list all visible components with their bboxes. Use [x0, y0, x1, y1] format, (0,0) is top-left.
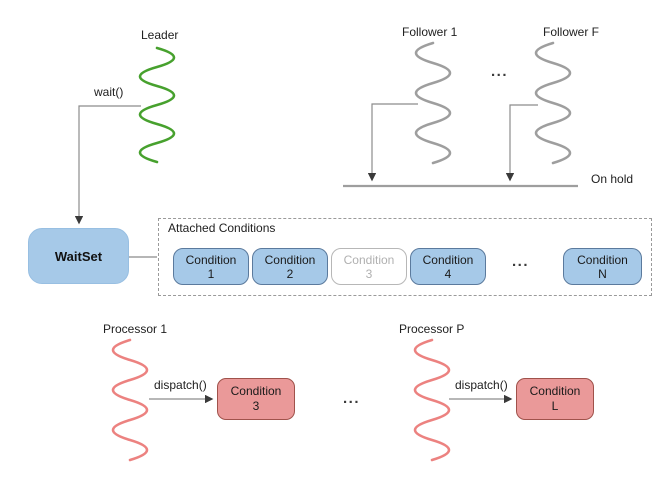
condition-3-box-detached: Condition 3 — [331, 248, 407, 285]
dispatched-condition-3-box: Condition 3 — [217, 378, 295, 420]
follower1-label: Follower 1 — [402, 25, 458, 39]
waitset-label: WaitSet — [54, 248, 103, 264]
processor1-thread-wave — [111, 338, 149, 462]
followerF-thread-wave — [534, 41, 572, 165]
condition-4-box: Condition 4 — [410, 248, 486, 285]
follower1-thread-wave — [414, 41, 452, 165]
processorP-label: Processor P — [399, 322, 465, 336]
attached-conditions-container — [158, 218, 652, 296]
dispatched-condition-l-box: Condition L — [516, 378, 594, 420]
dispatchP-label: dispatch() — [455, 378, 508, 392]
on-hold-label: On hold — [591, 172, 634, 186]
leader-thread-wave — [138, 46, 176, 164]
dispatch1-label: dispatch() — [154, 378, 207, 392]
leader-label: Leader — [141, 28, 179, 42]
attached-conditions-title: Attached Conditions — [168, 221, 276, 235]
processors-ellipsis: ... — [343, 390, 361, 407]
followerF-hold-arrow — [505, 104, 538, 182]
follower1-hold-arrow — [367, 103, 418, 182]
condition-1-box: Condition 1 — [173, 248, 249, 285]
conditions-ellipsis: ... — [512, 253, 530, 270]
followerF-label: Follower F — [543, 25, 600, 39]
followers-ellipsis: ... — [491, 63, 509, 80]
wait-call-arrow — [74, 105, 141, 225]
processor1-label: Processor 1 — [103, 322, 168, 336]
condition-2-box: Condition 2 — [252, 248, 328, 285]
waitset-box: WaitSet — [28, 228, 129, 284]
wait-call-label: wait() — [94, 85, 124, 99]
processorP-thread-wave — [413, 338, 451, 462]
condition-n-box: Condition N — [563, 248, 642, 285]
